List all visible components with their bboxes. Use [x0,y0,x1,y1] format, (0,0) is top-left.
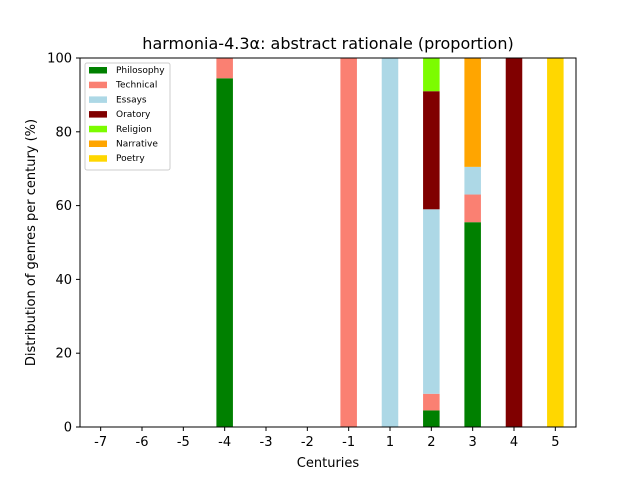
bar-philosophy-2 [423,410,440,427]
y-axis-label: Distribution of genres per century (%) [24,119,39,366]
y-tick-label: 100 [47,52,72,67]
bar-oratory-4 [505,58,523,427]
x-tick-label: 4 [510,435,518,450]
legend-label-narrative: Narrative [116,140,158,150]
bar-essays-2 [423,209,440,394]
x-tick-label: 5 [551,435,559,450]
y-tick-label: 40 [55,273,72,288]
legend-label-poetry: Poetry [116,154,145,164]
legend-label-philosophy: Philosophy [116,66,165,76]
y-tick-label: 0 [64,421,72,436]
bar-philosophy--4 [216,78,233,428]
y-axis: 0 20 40 60 80 100 [47,52,80,436]
legend-swatch-narrative [89,140,107,147]
x-axis: -7 -6 -5 -4 -3 -2 -1 1 2 3 4 5 [94,427,559,450]
bar-technical--1 [340,58,357,427]
plot-frame [79,57,577,428]
x-axis-label: Centuries [297,456,360,471]
y-tick-label: 60 [55,199,72,214]
legend-swatch-philosophy [89,67,107,74]
bar-oratory-2 [423,91,440,210]
legend-label-technical: Technical [115,81,157,91]
x-tick-label: 1 [386,435,394,450]
bar-philosophy-3 [464,222,481,427]
legend-label-oratory: Oratory [116,110,151,120]
bar-essays-1 [381,58,399,427]
legend-swatch-oratory [89,111,107,118]
x-tick-label: -3 [260,435,273,450]
bar-narrative-3 [464,58,481,167]
legend-swatch-religion [89,125,107,133]
y-tick-label: 80 [55,125,72,140]
x-tick-label: 3 [469,435,477,450]
legend-swatch-essays [89,96,107,103]
x-tick-label: -1 [342,435,355,450]
legend-swatch-technical [89,81,107,89]
x-tick-label: -4 [218,435,231,450]
bar-technical--4 [216,58,233,79]
bars-group [216,58,564,428]
legend: Philosophy Technical Essays Oratory Religion… [84,62,171,171]
bar-essays-3 [464,166,481,195]
x-tick-label: -6 [136,435,149,450]
y-tick-label: 20 [55,347,72,362]
legend-label-essays: Essays [116,95,147,105]
legend-swatch-poetry [89,155,107,162]
bar-technical-3 [464,194,481,223]
bar-technical-2 [423,393,440,411]
bar-poetry-5 [547,58,564,427]
chart-title: harmonia-4.3α: abstract rationale (propo… [142,34,513,53]
bar-religion-2 [423,58,440,92]
x-tick-label: -7 [94,435,107,450]
x-tick-label: -5 [177,435,190,450]
x-tick-label: -2 [301,435,314,450]
legend-label-religion: Religion [116,125,152,135]
x-tick-label: 2 [427,435,435,450]
